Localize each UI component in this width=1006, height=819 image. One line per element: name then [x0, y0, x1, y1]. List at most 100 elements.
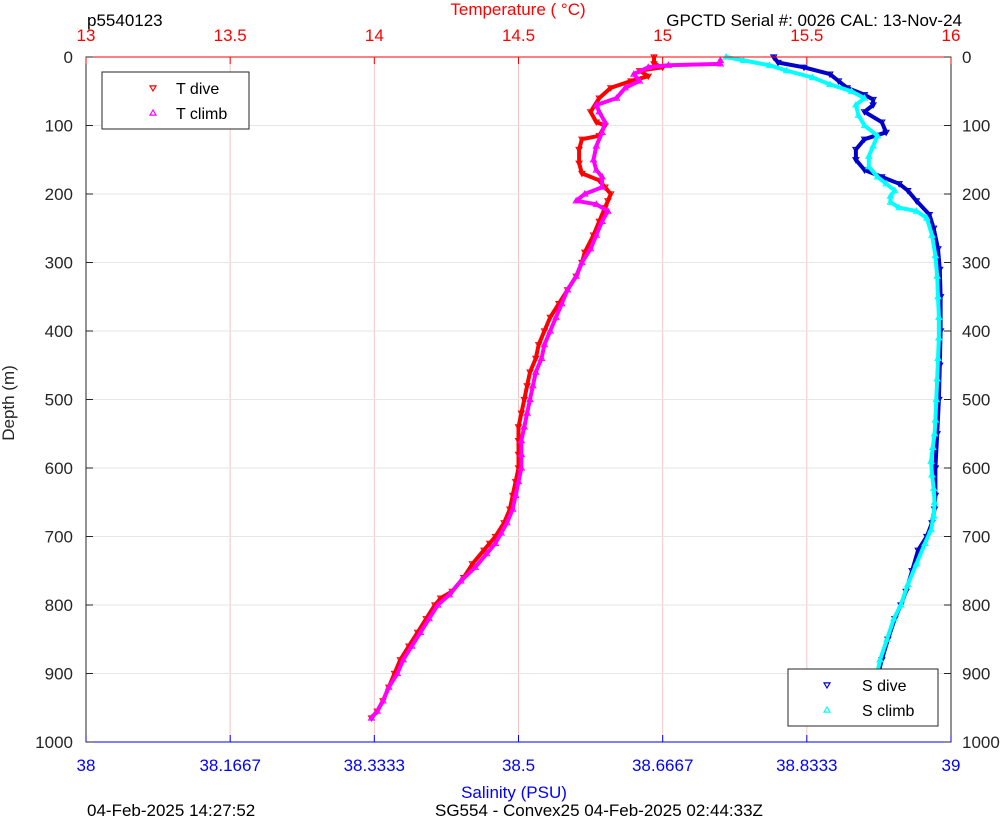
data-point-t-climb — [664, 61, 673, 68]
bottom-axis-label: Salinity (PSU) — [461, 783, 567, 802]
data-point-t-dive — [606, 85, 615, 92]
temperature-tick-label: 15 — [653, 26, 672, 45]
data-point-s-dive — [860, 136, 869, 144]
data-point-s-climb — [864, 152, 873, 159]
data-point-s-climb — [921, 539, 929, 546]
legend-temperature-box — [101, 71, 250, 130]
temperature-tick-label: 14 — [365, 26, 384, 45]
depth-tick-label-right: 500 — [962, 391, 990, 410]
data-point-s-climb — [864, 162, 873, 170]
temperature-tick-label: 13.5 — [214, 26, 247, 45]
data-point-s-dive — [929, 225, 938, 233]
data-point-s-climb — [932, 395, 941, 403]
data-point-s-dive — [869, 96, 878, 104]
data-point-s-climb — [927, 457, 935, 464]
data-point-t-climb — [399, 655, 408, 663]
data-point-t-climb — [471, 563, 480, 570]
salinity-tick-label: 38 — [77, 756, 96, 775]
data-point-s-dive — [895, 181, 903, 188]
depth-tick-label-right: 0 — [962, 48, 971, 67]
data-point-t-dive — [575, 146, 583, 154]
data-point-s-climb — [847, 87, 856, 94]
data-point-s-climb — [912, 207, 921, 214]
legend-t-climb-label: T climb — [176, 106, 227, 123]
series-layer — [367, 53, 945, 723]
data-point-t-dive — [520, 396, 529, 404]
data-point-t-climb — [537, 354, 546, 361]
data-point-s-climb — [930, 429, 939, 437]
legend-salinity-box — [787, 668, 939, 727]
data-point-t-dive — [485, 540, 494, 548]
data-point-t-climb — [598, 217, 606, 224]
data-point-t-climb — [384, 683, 393, 690]
data-point-s-climb — [928, 443, 937, 451]
data-point-s-climb — [931, 251, 940, 259]
series-line-s-climb — [724, 55, 941, 720]
data-point-s-climb — [903, 580, 912, 588]
footer-center-info: SG554 - Convex25 04-Feb-2025 02:44:33Z — [435, 801, 763, 819]
data-point-t-climb — [592, 231, 601, 238]
data-point-s-climb — [927, 525, 935, 533]
legend-t-dive-label: T dive — [176, 81, 219, 98]
data-point-s-climb — [854, 111, 863, 118]
salinity-tick-label: 38.8333 — [776, 756, 837, 775]
data-point-t-climb — [491, 539, 500, 546]
data-point-s-climb — [931, 416, 940, 423]
data-point-t-climb — [598, 128, 606, 135]
data-point-t-climb — [540, 340, 549, 348]
y-axis-label: Depth (m) — [0, 365, 18, 441]
data-point-s-dive — [851, 146, 860, 154]
data-point-s-climb — [882, 179, 890, 187]
data-point-t-dive — [578, 136, 586, 144]
temperature-tick-label: 16 — [942, 26, 961, 45]
data-point-t-dive — [627, 78, 635, 85]
data-point-t-climb — [563, 285, 572, 293]
data-point-t-dive — [578, 170, 586, 178]
data-point-s-climb — [873, 172, 882, 180]
data-point-s-climb — [886, 192, 895, 199]
data-point-t-dive — [644, 73, 653, 81]
data-point-t-dive — [604, 198, 612, 205]
data-point-s-climb — [928, 470, 936, 478]
data-point-s-climb — [933, 374, 942, 382]
data-point-t-dive — [546, 314, 555, 322]
depth-tick-label-left: 900 — [45, 665, 73, 684]
depth-tick-label-left: 0 — [64, 48, 73, 67]
axes: 13 13.5 14 14.5 15 15.5 16 38 38.1667 38.3333 38.5… — [35, 26, 1000, 775]
data-point-t-climb — [526, 395, 534, 403]
data-point-s-dive — [869, 102, 878, 109]
data-point-t-climb — [635, 76, 644, 84]
data-point-s-climb — [851, 100, 860, 108]
depth-tick-label-right: 300 — [962, 254, 990, 273]
data-point-t-dive — [592, 119, 601, 127]
data-point-t-dive — [480, 547, 488, 555]
data-point-t-climb — [433, 601, 442, 608]
data-point-t-dive — [523, 383, 532, 390]
data-point-s-climb — [928, 231, 936, 238]
left-title: p5540123 — [87, 11, 163, 30]
data-point-t-climb — [456, 577, 465, 584]
salinity-tick-label: 39 — [942, 756, 961, 775]
data-point-t-climb — [557, 299, 566, 307]
data-point-t-climb — [592, 142, 601, 149]
temperature-tick-label: 14.5 — [502, 26, 535, 45]
salinity-tick-label: 38.3333 — [344, 756, 405, 775]
data-point-t-dive — [650, 61, 658, 68]
data-point-t-climb — [407, 642, 416, 649]
data-point-s-climb — [860, 94, 869, 101]
depth-tick-label-right: 100 — [962, 117, 990, 136]
data-point-t-climb — [523, 409, 532, 416]
depth-tick-label-left: 700 — [45, 528, 73, 547]
data-point-s-dive — [851, 157, 860, 164]
data-point-t-climb — [482, 549, 491, 557]
data-point-t-dive — [526, 369, 534, 377]
depth-tick-label-right: 200 — [962, 185, 990, 204]
data-point-t-climb — [445, 590, 454, 598]
data-point-s-climb — [873, 131, 882, 139]
top-axis-label: Temperature ( °C) — [450, 0, 585, 19]
data-point-t-dive — [534, 342, 543, 349]
depth-tick-label-left: 300 — [45, 254, 73, 273]
data-point-t-climb — [531, 368, 540, 375]
data-point-t-climb — [586, 244, 595, 252]
